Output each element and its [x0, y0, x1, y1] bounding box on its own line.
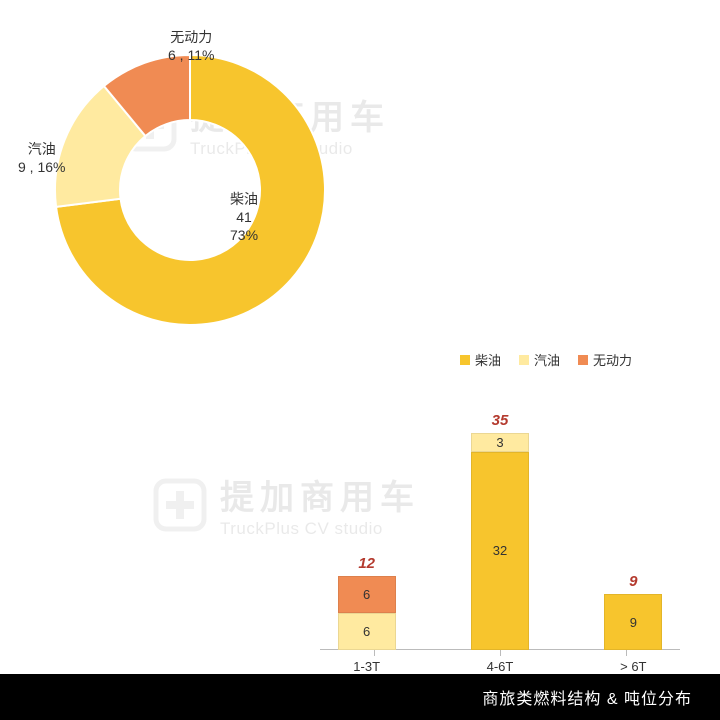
label-name: 汽油 [18, 140, 65, 158]
label-value: 41 [230, 208, 258, 226]
legend-swatch [460, 355, 470, 365]
legend-item-nopower: 无动力 [578, 350, 632, 369]
x-axis-label: > 6T [593, 659, 673, 674]
donut-chart: 柴油 41 73% 汽油 9 , 16% 无动力 6 , 11% [20, 20, 360, 360]
bar-stack: 9 [604, 594, 662, 650]
x-axis-labels: 1-3T 4-6T > 6T [300, 659, 700, 674]
legend-label: 汽油 [534, 350, 560, 369]
x-axis-label: 4-6T [460, 659, 540, 674]
bar-segment-gasoline: 6 [338, 613, 396, 650]
donut-label-nopower: 无动力 6 , 11% [168, 28, 214, 64]
bar-stack: 323 [471, 433, 529, 650]
bar-column: 99 [593, 573, 673, 650]
footer-title: 商旅类燃料结构 & 吨位分布 [482, 685, 692, 709]
chart-canvas: 提加商用车 TruckPlus CV studio 提加商用车 TruckPlu… [0, 0, 720, 720]
bar-segment-nopower: 6 [338, 576, 396, 613]
bar-total-label: 9 [629, 573, 637, 590]
label-value: 6 , 11% [168, 46, 214, 64]
bar-total-label: 35 [492, 412, 509, 429]
footer-bar: 商旅类燃料结构 & 吨位分布 [0, 674, 720, 720]
legend-item-gasoline: 汽油 [519, 350, 560, 369]
legend-label: 无动力 [593, 350, 632, 369]
bar-segment-diesel: 32 [471, 452, 529, 650]
label-value: 9 , 16% [18, 158, 65, 176]
bar-column: 35 323 [460, 412, 540, 650]
bar-segment-gasoline: 3 [471, 433, 529, 452]
donut-label-gasoline: 汽油 9 , 16% [18, 140, 65, 176]
bar-segment-diesel: 9 [604, 594, 662, 650]
bar-total-label: 12 [358, 555, 375, 572]
legend-label: 柴油 [475, 350, 501, 369]
x-axis-label: 1-3T [327, 659, 407, 674]
label-percent: 73% [230, 226, 258, 244]
donut-svg [20, 20, 360, 360]
bar-stack: 66 [338, 576, 396, 650]
bar-column: 12 66 [327, 555, 407, 650]
bar-chart: 12663532399 1-3T4-6T> 6T [300, 380, 700, 680]
label-name: 无动力 [168, 28, 214, 46]
label-name: 柴油 [230, 190, 258, 208]
truckplus-logo-icon [150, 475, 210, 535]
legend-swatch [578, 355, 588, 365]
donut-label-diesel: 柴油 41 73% [230, 190, 258, 245]
legend-item-diesel: 柴油 [460, 350, 501, 369]
bars-row: 12663532399 [300, 410, 700, 650]
legend-swatch [519, 355, 529, 365]
legend: 柴油 汽油 无动力 [460, 350, 632, 369]
